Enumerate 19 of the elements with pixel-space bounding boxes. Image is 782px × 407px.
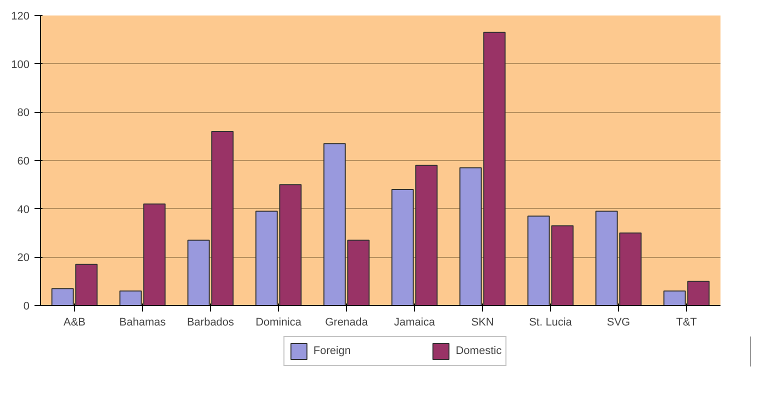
- y-tick-label: 80: [17, 107, 30, 120]
- y-tick-label: 20: [17, 252, 30, 264]
- y-tick-label: 60: [17, 156, 30, 168]
- y-tick-label: 120: [11, 10, 30, 22]
- x-tick-label: Grenada: [325, 316, 369, 328]
- y-tick-label: 0: [23, 300, 30, 312]
- legend-label: Domestic: [456, 345, 502, 357]
- x-tick-label: A&B: [63, 316, 86, 328]
- y-tick-label: 100: [11, 58, 30, 71]
- x-tick-label: SKN: [471, 316, 494, 328]
- x-tick-label: SVG: [606, 316, 630, 328]
- x-tick-label: Barbados: [186, 316, 235, 328]
- legend-label: Foreign: [313, 345, 351, 357]
- x-tick-label: Bahamas: [119, 316, 166, 328]
- x-tick-label: Dominica: [256, 316, 302, 328]
- x-tick-label: St. Lucia: [529, 316, 573, 328]
- x-tick-label: T&T: [676, 316, 698, 328]
- x-tick-label: Jamaica: [394, 316, 436, 328]
- y-tick-label: 40: [17, 204, 30, 216]
